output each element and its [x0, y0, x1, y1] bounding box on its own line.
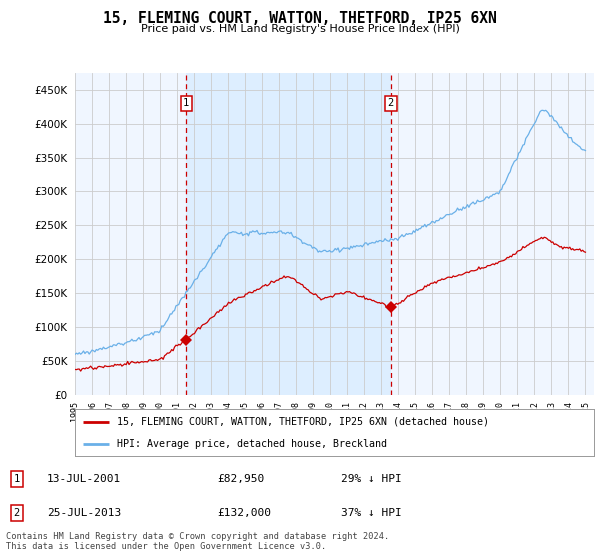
- Text: 15, FLEMING COURT, WATTON, THETFORD, IP25 6XN: 15, FLEMING COURT, WATTON, THETFORD, IP2…: [103, 11, 497, 26]
- Text: 13-JUL-2001: 13-JUL-2001: [47, 474, 121, 484]
- Text: 15, FLEMING COURT, WATTON, THETFORD, IP25 6XN (detached house): 15, FLEMING COURT, WATTON, THETFORD, IP2…: [116, 417, 488, 427]
- Text: Price paid vs. HM Land Registry's House Price Index (HPI): Price paid vs. HM Land Registry's House …: [140, 24, 460, 34]
- Text: £132,000: £132,000: [218, 508, 272, 518]
- Text: 2: 2: [13, 508, 20, 518]
- Bar: [186, 73, 391, 395]
- Text: 37% ↓ HPI: 37% ↓ HPI: [341, 508, 402, 518]
- Text: 1: 1: [13, 474, 20, 484]
- Text: 1: 1: [183, 99, 190, 108]
- Text: 29% ↓ HPI: 29% ↓ HPI: [341, 474, 402, 484]
- Text: Contains HM Land Registry data © Crown copyright and database right 2024.
This d: Contains HM Land Registry data © Crown c…: [6, 532, 389, 552]
- Text: £82,950: £82,950: [218, 474, 265, 484]
- Text: 2: 2: [388, 99, 394, 108]
- Text: HPI: Average price, detached house, Breckland: HPI: Average price, detached house, Brec…: [116, 438, 386, 449]
- Text: 25-JUL-2013: 25-JUL-2013: [47, 508, 121, 518]
